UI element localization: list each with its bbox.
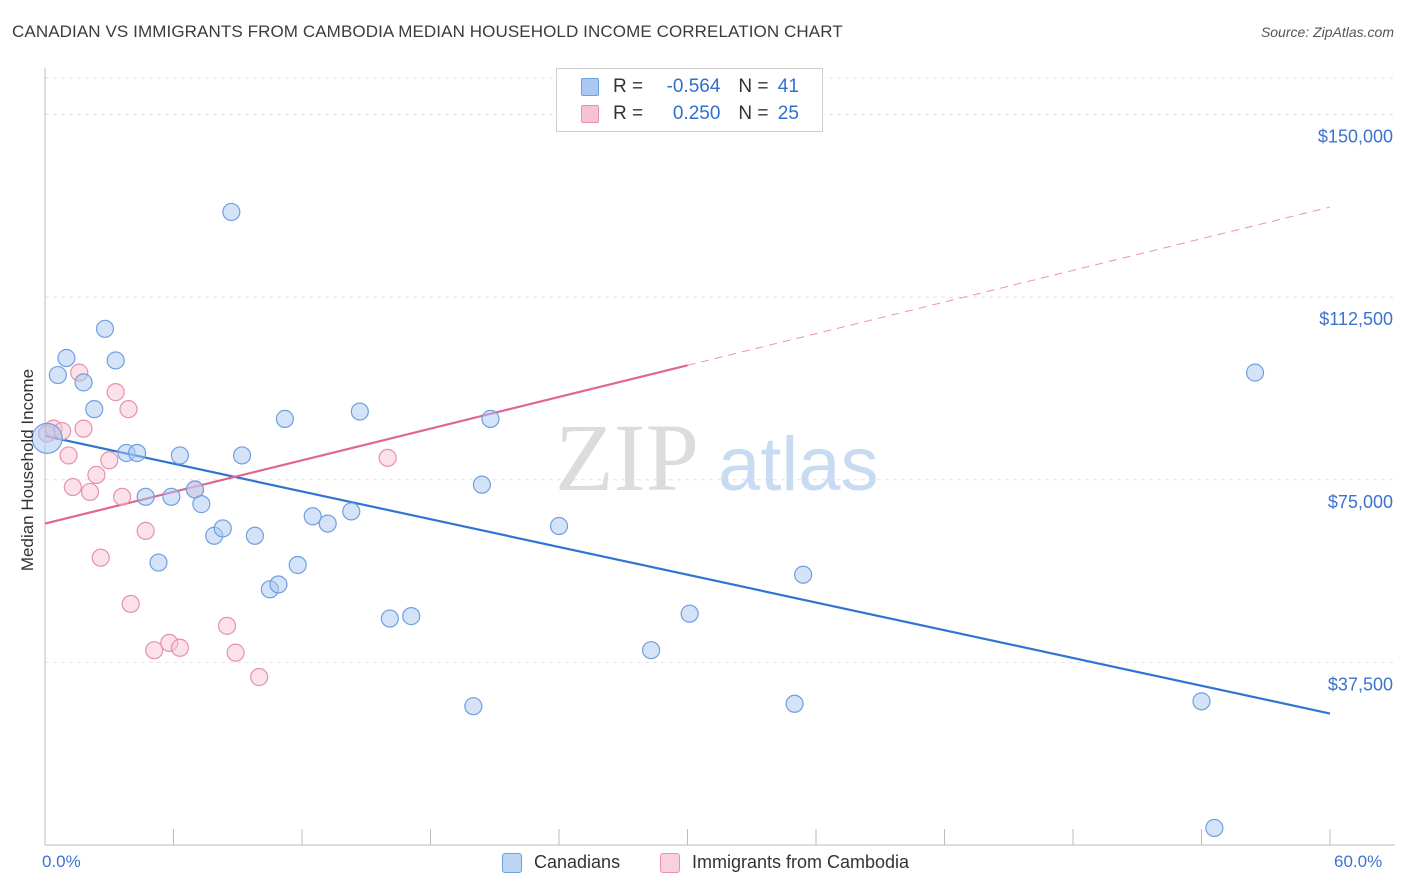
point-cambodia: [136, 521, 155, 540]
point-canadians: [245, 526, 264, 545]
point-cambodia: [74, 419, 93, 438]
point-canadians: [785, 694, 804, 713]
x-max-label: 60.0%: [1334, 852, 1383, 871]
point-canadians: [31, 422, 63, 454]
legend-row-canadians: R = -0.564 N = 41: [581, 75, 799, 99]
watermark-zip: ZIP: [555, 404, 699, 511]
point-canadians: [85, 400, 104, 419]
source-credit: Source: ZipAtlas.com: [1260, 24, 1394, 40]
point-cambodia: [217, 616, 237, 635]
point-cambodia: [119, 400, 138, 419]
point-canadians: [318, 514, 337, 533]
point-cambodia: [250, 667, 269, 687]
point-canadians: [275, 409, 294, 428]
point-canadians: [472, 475, 491, 494]
point-cambodia: [378, 448, 397, 467]
y-tick-label: $75,000: [1328, 492, 1393, 512]
point-cambodia: [59, 446, 78, 465]
grid-lines: [45, 77, 1395, 663]
point-cambodia: [170, 638, 190, 657]
point-cambodia: [106, 383, 125, 402]
trend-line-canadians: [44, 434, 1331, 715]
legend-r-value: -0.564: [666, 76, 721, 97]
point-canadians: [170, 446, 190, 465]
point-cambodia: [121, 594, 140, 614]
point-canadians: [1245, 363, 1265, 382]
point-canadians: [149, 553, 168, 572]
legend-n-label: N =: [738, 103, 769, 124]
point-canadians: [48, 365, 67, 385]
legend-r-label: R =: [613, 103, 644, 124]
y-tick-labels: $37,500 $75,000 $112,500 $150,000: [1318, 127, 1393, 695]
zipatlas-watermark: ZIP atlas: [555, 404, 879, 511]
point-cambodia: [63, 477, 82, 497]
point-canadians: [481, 409, 500, 428]
bottom-legend-swatch-canadians: [502, 852, 522, 873]
point-cambodia: [100, 451, 119, 470]
chart-title: CANADIAN VS IMMIGRANTS FROM CAMBODIA MED…: [12, 22, 843, 41]
y-axis-label: Median Household Income: [18, 368, 37, 572]
point-canadians: [303, 507, 322, 526]
point-cambodia: [87, 465, 106, 484]
bottom-legend-canadians: Canadians: [502, 852, 620, 873]
x-min-label: 0.0%: [42, 852, 81, 871]
point-canadians: [74, 373, 93, 392]
y-tick-label: $112,500: [1319, 309, 1393, 329]
bottom-legend-label-cambodia: Immigrants from Cambodia: [692, 852, 910, 872]
point-canadians: [464, 697, 483, 716]
scatter-points: [31, 202, 1265, 838]
point-canadians: [641, 641, 661, 660]
point-canadians: [222, 202, 241, 222]
point-canadians: [1205, 818, 1224, 838]
watermark-atlas: atlas: [718, 422, 879, 507]
point-canadians: [269, 575, 288, 594]
point-cambodia: [91, 548, 110, 567]
point-canadians: [380, 609, 399, 628]
y-tick-label: $150,000: [1318, 127, 1393, 147]
point-canadians: [350, 402, 369, 421]
point-canadians: [794, 565, 813, 584]
point-canadians: [549, 516, 569, 536]
y-tick-label: $37,500: [1328, 674, 1393, 694]
point-canadians: [136, 487, 155, 506]
trend-line-extension-cambodia: [687, 206, 1331, 366]
point-cambodia: [226, 643, 245, 662]
point-cambodia: [112, 487, 132, 506]
legend-r-label: R =: [613, 76, 644, 97]
legend-swatch-cambodia: [581, 105, 599, 123]
legend-n-value: 41: [777, 76, 799, 97]
axes: [44, 68, 1395, 846]
legend-r-value: 0.250: [672, 103, 721, 124]
bottom-legend-swatch-cambodia: [660, 852, 680, 873]
point-canadians: [288, 555, 307, 575]
stats-legend: R = -0.564 N = 41 R = 0.250 N = 25: [556, 68, 823, 132]
point-cambodia: [145, 641, 164, 660]
point-canadians: [342, 502, 361, 521]
legend-n-value: 25: [777, 103, 799, 124]
point-canadians: [95, 319, 115, 338]
legend-swatch-canadians: [581, 78, 599, 96]
point-canadians: [57, 348, 76, 368]
point-canadians: [680, 604, 699, 623]
point-cambodia: [80, 482, 100, 502]
legend-n-label: N =: [738, 76, 769, 97]
point-canadians: [1192, 692, 1211, 711]
point-canadians: [127, 443, 147, 463]
point-canadians: [162, 487, 181, 506]
point-canadians: [106, 351, 125, 370]
point-canadians: [402, 607, 421, 626]
legend-row-cambodia: R = 0.250 N = 25: [581, 102, 799, 126]
bottom-legend-label-canadians: Canadians: [534, 852, 621, 872]
point-canadians: [232, 446, 252, 465]
point-canadians: [192, 495, 211, 514]
bottom-legend-cambodia: Immigrants from Cambodia: [660, 852, 909, 873]
point-canadians: [213, 519, 232, 538]
